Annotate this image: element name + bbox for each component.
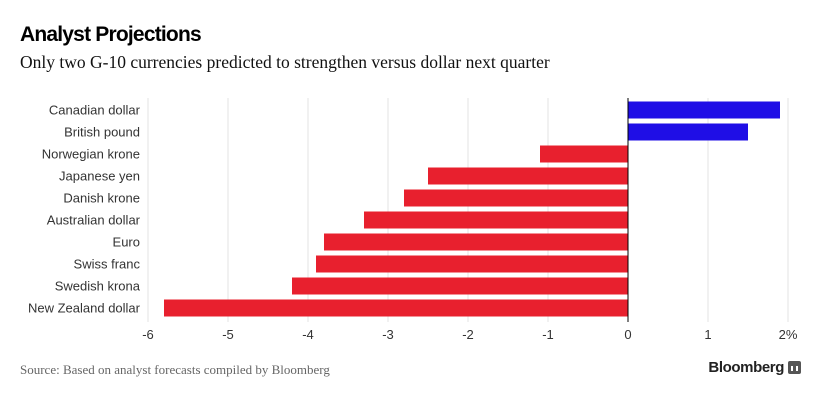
category-labels: Canadian dollar British pound Norwegian kr…	[28, 103, 141, 316]
x-tick-label: -2	[462, 327, 474, 342]
bar	[364, 211, 628, 229]
x-tick-label: 2%	[779, 327, 798, 342]
x-tick-label: 1	[704, 327, 711, 342]
category-label: Canadian dollar	[49, 103, 141, 118]
category-label: Danish krone	[63, 191, 140, 206]
category-label: Australian dollar	[47, 213, 141, 228]
bar	[292, 277, 628, 295]
category-label: Japanese yen	[59, 169, 140, 184]
x-tick-label: 0	[624, 327, 631, 342]
bar	[164, 299, 628, 317]
bar	[628, 123, 748, 141]
bar	[404, 189, 628, 207]
bar	[316, 255, 628, 273]
category-label: New Zealand dollar	[28, 301, 141, 316]
brand-name: Bloomberg	[708, 359, 784, 376]
bar	[428, 167, 628, 185]
source-note: Source: Based on analyst forecasts compi…	[20, 362, 330, 377]
bars	[164, 101, 780, 317]
bar	[540, 145, 628, 163]
chart-title: Analyst Projections	[20, 23, 202, 46]
category-label: Norwegian krone	[42, 147, 140, 162]
category-label: British pound	[64, 125, 140, 140]
bloomberg-terminal-icon	[788, 361, 801, 374]
category-label: Swedish krona	[55, 279, 141, 294]
brand-logo: Bloomberg	[708, 359, 801, 376]
chart-subtitle: Only two G-10 currencies predicted to st…	[20, 52, 550, 72]
bar	[324, 233, 628, 251]
x-axis-tick-labels: -6 -5 -4 -3 -2 -1 0 1 2%	[142, 327, 798, 342]
x-tick-label: -6	[142, 327, 154, 342]
x-tick-label: -1	[542, 327, 554, 342]
bar	[628, 101, 780, 119]
x-tick-label: -5	[222, 327, 234, 342]
category-label: Euro	[113, 235, 140, 250]
bar-chart: Canadian dollar British pound Norwegian kr…	[28, 98, 798, 342]
x-tick-label: -3	[382, 327, 394, 342]
category-label: Swiss franc	[74, 257, 141, 272]
x-tick-label: -4	[302, 327, 314, 342]
